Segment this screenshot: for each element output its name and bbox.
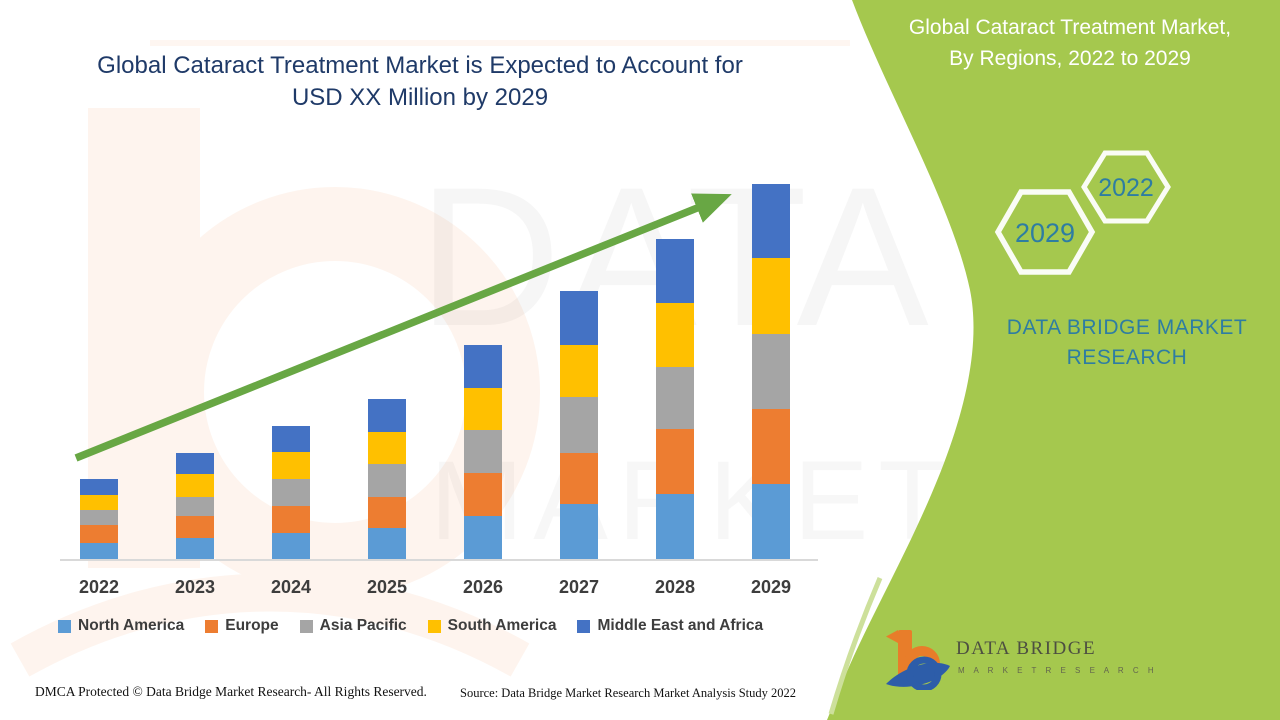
stacked-bar-2029 (752, 184, 790, 559)
databridge-logo-name: DATA BRIDGE (956, 638, 1097, 659)
chart-title-line1: Global Cataract Treatment Market is Expe… (97, 52, 743, 79)
bar-segment-2023-middle-east-and-africa (176, 453, 214, 474)
side-panel-title-line2: By Regions, 2022 to 2029 (949, 47, 1191, 70)
bar-segment-2028-asia-pacific (656, 367, 694, 429)
dmca-notice: DMCA Protected © Data Bridge Market Rese… (35, 684, 427, 699)
x-axis-label-2026: 2026 (462, 577, 504, 597)
bar-segment-2026-north-america (464, 516, 502, 559)
databridge-logo: DATA BRIDGE M A R K E T R E S E A R C H (884, 628, 1154, 692)
stacked-bar-2025 (368, 399, 406, 559)
hexagon-2029-label: 2029 (1014, 218, 1076, 248)
bar-segment-2023-europe (176, 516, 214, 538)
x-axis-label-2025: 2025 (366, 577, 408, 597)
bar-segment-2026-south-america (464, 388, 502, 430)
hexagon-2022-icon (1081, 150, 1171, 224)
hexagon-2029-icon (994, 189, 1096, 275)
legend-label: North America (78, 617, 185, 634)
legend-label: Middle East and Africa (597, 617, 764, 634)
bar-segment-2027-south-america (560, 345, 598, 397)
side-panel-title: Global Cataract Treatment Market, By Reg… (868, 12, 1272, 74)
x-axis-label-2022: 2022 (78, 577, 120, 597)
bar-segment-2028-south-america (656, 303, 694, 367)
legend-item-europe: Europe (205, 617, 279, 635)
bar-segment-2029-north-america (752, 484, 790, 559)
x-axis-label-2024: 2024 (270, 577, 312, 597)
x-axis-label-2029: 2029 (750, 577, 792, 597)
bar-segment-2027-middle-east-and-africa (560, 291, 598, 345)
legend-swatch-icon (299, 619, 313, 633)
legend-label: Europe (225, 617, 279, 634)
green-wedge-highlight (828, 577, 883, 715)
bar-segment-2026-asia-pacific (464, 430, 502, 473)
hexagon-2022-label: 2022 (1098, 174, 1154, 202)
x-axis-label-2023: 2023 (174, 577, 216, 597)
stacked-bar-2024 (272, 426, 310, 559)
bar-segment-2029-middle-east-and-africa (752, 184, 790, 258)
bar-segment-2025-south-america (368, 432, 406, 464)
bar-segment-2029-europe (752, 409, 790, 484)
legend-label: Asia Pacific (319, 617, 407, 634)
bar-segment-2022-middle-east-and-africa (80, 479, 118, 495)
bar-segment-2029-asia-pacific (752, 334, 790, 409)
bar-segment-2027-asia-pacific (560, 397, 598, 453)
bar-segment-2022-asia-pacific (80, 510, 118, 525)
bar-segment-2023-asia-pacific (176, 497, 214, 516)
bar-segment-2022-north-america (80, 543, 118, 559)
bar-segment-2024-asia-pacific (272, 479, 310, 506)
x-axis-label-2027: 2027 (558, 577, 600, 597)
legend-swatch-icon (577, 619, 591, 633)
bar-segment-2023-south-america (176, 474, 214, 497)
databridge-logo-icon (886, 630, 950, 692)
legend-swatch-icon (58, 619, 71, 633)
legend-swatch-icon (205, 619, 219, 633)
bar-segment-2023-north-america (176, 538, 214, 559)
bar-segment-2025-asia-pacific (368, 464, 406, 497)
bar-segment-2024-north-america (272, 533, 310, 559)
green-wedge-shape (827, 0, 1280, 720)
legend-item-asia-pacific: Asia Pacific (299, 617, 407, 635)
brand-wordmark: DATA BRIDGE MARKET RESEARCH (1000, 313, 1254, 373)
bar-segment-2029-south-america (752, 258, 790, 334)
bar-segment-2028-middle-east-and-africa (656, 239, 694, 303)
bar-segment-2022-south-america (80, 495, 118, 510)
legend-label: South America (447, 617, 557, 634)
stacked-bar-2026 (464, 345, 502, 559)
bar-segment-2024-south-america (272, 452, 310, 479)
source-note: Source: Data Bridge Market Research Mark… (460, 686, 797, 700)
x-axis-line (60, 559, 818, 561)
bar-segment-2028-north-america (656, 494, 694, 559)
brand-wordmark-line1: DATA BRIDGE MARKET (1006, 316, 1248, 339)
databridge-logo-subtitle: M A R K E T R E S E A R C H (958, 666, 1158, 675)
x-axis-label-2028: 2028 (654, 577, 696, 597)
chart-title-line2: USD XX Million by 2029 (291, 84, 549, 111)
bar-segment-2026-europe (464, 473, 502, 516)
chart-legend: North America Europe Asia Pacific South Ame… (58, 617, 763, 635)
stacked-bar-2023 (176, 453, 214, 559)
stacked-bar-2027 (560, 291, 598, 559)
stacked-bar-2028 (656, 239, 694, 559)
bar-segment-2027-north-america (560, 504, 598, 559)
bar-segment-2026-middle-east-and-africa (464, 345, 502, 388)
bar-segment-2024-middle-east-and-africa (272, 426, 310, 452)
bar-segment-2028-europe (656, 429, 694, 494)
legend-item-south-america: South America (427, 617, 557, 635)
bar-segment-2025-middle-east-and-africa (368, 399, 406, 432)
chart-title: Global Cataract Treatment Market is Expe… (70, 50, 770, 114)
stacked-bar-2022 (80, 479, 118, 559)
legend-item-middle-east-and-africa: Middle East and Africa (577, 617, 763, 635)
side-panel-title-line1: Global Cataract Treatment Market, (908, 16, 1232, 39)
legend-item-north-america: North America (58, 617, 184, 635)
bar-segment-2027-europe (560, 453, 598, 504)
bar-segment-2022-europe (80, 525, 118, 543)
brand-wordmark-line2: RESEARCH (1066, 346, 1188, 369)
bar-segment-2025-north-america (368, 528, 406, 559)
bar-segment-2025-europe (368, 497, 406, 528)
bar-segment-2024-europe (272, 506, 310, 533)
legend-swatch-icon (427, 619, 441, 633)
